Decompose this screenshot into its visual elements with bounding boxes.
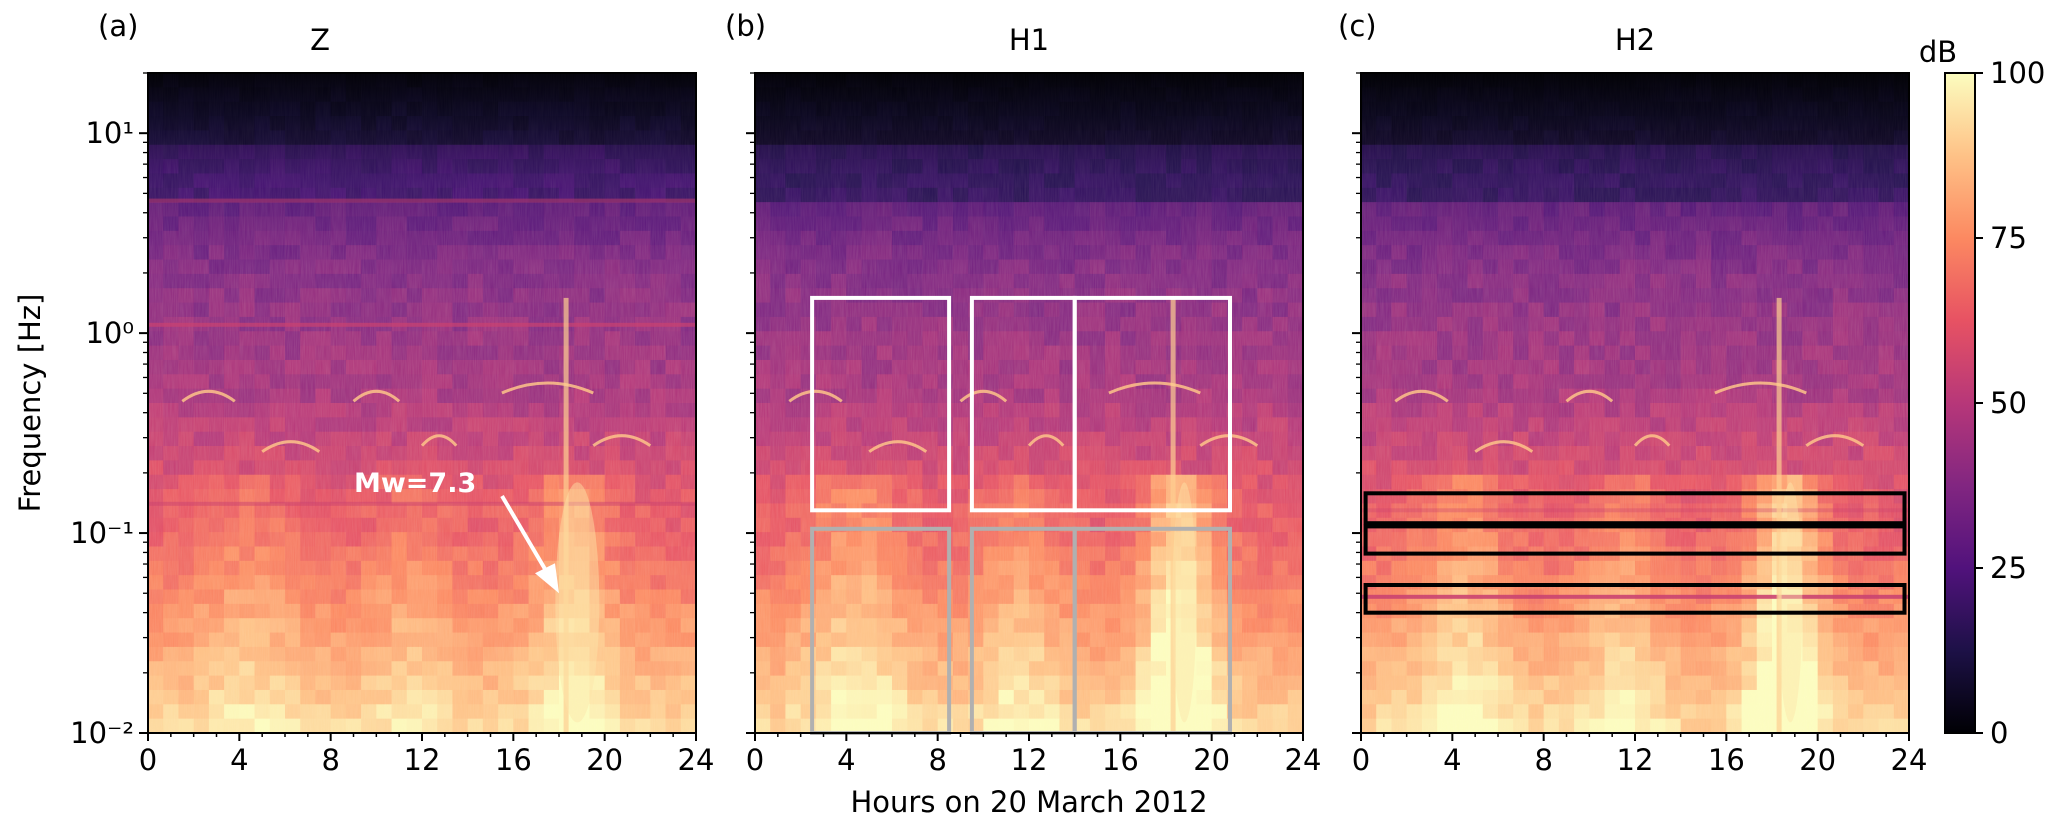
colorbar-tick-label: 25 xyxy=(1990,551,2027,585)
panel-title-h2: H2 xyxy=(1615,23,1655,57)
x-tick-label: 4 xyxy=(1443,743,1461,777)
panel-label-c: (c) xyxy=(1338,9,1377,43)
panel-h2: (c) H2 0 4 8 12 16 20 24 xyxy=(1338,9,1927,777)
x-tick-label: 20 xyxy=(1193,743,1230,777)
y-tick-label: 10⁰ xyxy=(85,316,134,350)
annotation-arrow xyxy=(500,494,553,581)
x-tick-label: 12 xyxy=(404,743,441,777)
colorbar-tick-label: 0 xyxy=(1990,716,2008,750)
x-tick-label: 20 xyxy=(586,743,623,777)
x-axis-ticks-h1: 0 4 8 12 16 20 24 xyxy=(746,72,1322,777)
x-tick-label: 4 xyxy=(837,743,855,777)
panel-z: (a) Z 0 4 8 12 16 20 24 10⁻² 10⁻¹ 10⁰ 10¹ xyxy=(70,9,714,777)
panel-label-a: (a) xyxy=(98,9,138,43)
x-tick-label: 0 xyxy=(746,743,764,777)
x-tick-label: 16 xyxy=(1102,743,1139,777)
colorbar-tick-label: 100 xyxy=(1990,56,2045,90)
y-tick-label: 10⁻¹ xyxy=(70,516,134,550)
colorbar: dB 0 25 50 75 100 xyxy=(1919,35,2046,750)
colorbar-label: dB xyxy=(1919,35,1957,69)
y-axis-label: Frequency [Hz] xyxy=(13,294,47,513)
x-tick-label: 8 xyxy=(928,743,946,777)
x-tick-label: 0 xyxy=(1352,743,1370,777)
colorbar-tick-label: 75 xyxy=(1990,221,2027,255)
colorbar-tick-label: 50 xyxy=(1990,386,2027,420)
x-tick-label: 12 xyxy=(1617,743,1654,777)
spectrogram-z xyxy=(148,73,697,734)
y-tick-label: 10¹ xyxy=(85,116,134,150)
box-1-2 xyxy=(1072,295,1232,513)
x-tick-label: 0 xyxy=(139,743,157,777)
box-1-0 xyxy=(810,295,952,513)
y-axis-ticks-z: 10⁻² 10⁻¹ 10⁰ 10¹ xyxy=(70,72,148,750)
box-2-2 xyxy=(1363,583,1907,615)
box-group-h2 xyxy=(1363,491,1907,615)
x-tick-label: 8 xyxy=(1534,743,1552,777)
magnitude-label: Mw=7.3 xyxy=(354,468,476,499)
spectrogram-h1 xyxy=(755,73,1304,734)
x-tick-label: 20 xyxy=(1799,743,1836,777)
box-2-0 xyxy=(1363,491,1907,526)
x-tick-label: 16 xyxy=(495,743,532,777)
axes-frame-z xyxy=(147,72,697,734)
x-tick-label: 24 xyxy=(678,743,715,777)
panel-h1: (b) H1 0 4 8 12 16 20 24 xyxy=(725,9,1321,777)
x-tick-label: 16 xyxy=(1708,743,1745,777)
magnitude-annotation: Mw=7.3 xyxy=(354,468,559,594)
y-tick-label: 10⁻² xyxy=(70,716,134,750)
x-tick-label: 24 xyxy=(1285,743,1322,777)
x-axis-label: Hours on 20 March 2012 xyxy=(850,785,1207,819)
annotation-arrow-head xyxy=(535,563,559,594)
x-tick-label: 4 xyxy=(230,743,248,777)
x-axis-ticks-z: 0 4 8 12 16 20 24 xyxy=(139,733,715,777)
box-2-1 xyxy=(1363,524,1907,556)
panel-title-h1: H1 xyxy=(1009,23,1049,57)
axes-frame-h2 xyxy=(1360,72,1910,734)
x-axis-ticks-h2: 0 4 8 12 16 20 24 xyxy=(1352,72,1928,777)
x-tick-label: 12 xyxy=(1011,743,1048,777)
panel-label-b: (b) xyxy=(725,9,766,43)
x-tick-label: 8 xyxy=(321,743,339,777)
colorbar-gradient xyxy=(1944,72,1976,734)
colorbar-ticks: 0 25 50 75 100 xyxy=(1975,56,2045,750)
panel-title-z: Z xyxy=(310,23,330,57)
spectrogram-h2 xyxy=(1361,73,1910,734)
x-tick-label: 24 xyxy=(1891,743,1928,777)
axes-frame-h1 xyxy=(754,72,1304,734)
